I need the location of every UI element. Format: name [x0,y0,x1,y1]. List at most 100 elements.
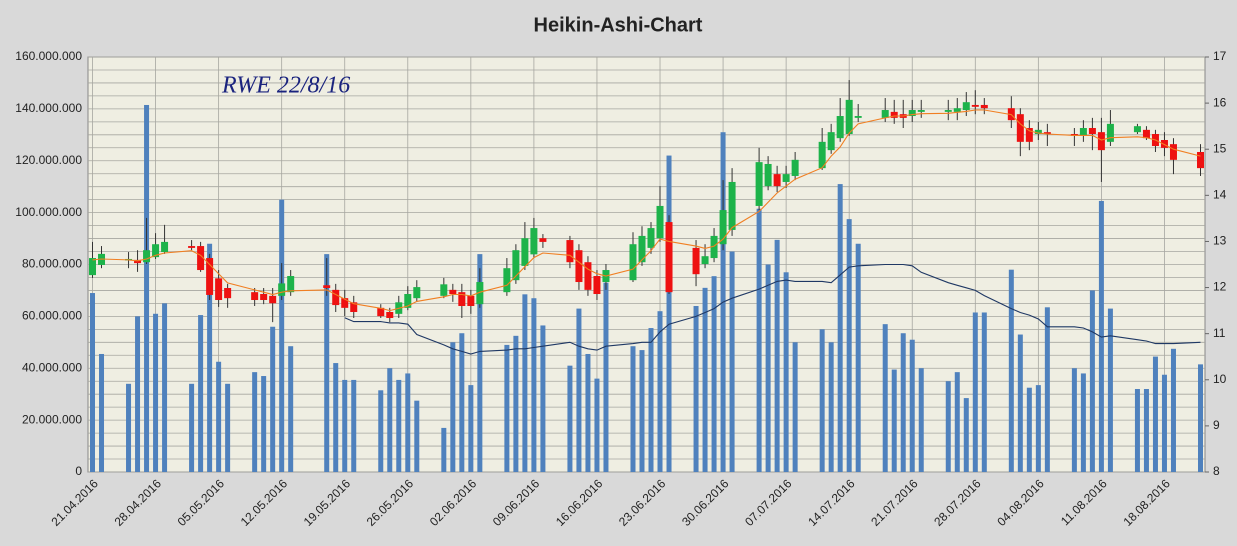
candle-body [143,250,151,263]
volume-bar [630,346,636,472]
y-tick-label: 0 [75,464,82,478]
volume-bar [954,372,960,472]
volume-bar [207,243,213,472]
volume-bar [774,239,780,472]
candle-body [647,228,655,248]
candle-body [332,289,340,306]
y2-tick-label: 10 [1213,372,1227,386]
candle-body [791,159,799,176]
candle-body [1043,132,1051,135]
y2-tick-label: 16 [1213,95,1227,109]
candle-body [89,258,97,276]
candle-body [818,141,826,169]
volume-bar [1143,389,1149,472]
candle-body [836,116,844,139]
volume-bar [918,368,924,472]
volume-bar [846,219,852,472]
volume-bar [1017,334,1023,472]
candle-body [962,102,970,111]
candle-body [1079,128,1087,136]
candle-body [1169,144,1177,160]
volume-bar [1107,308,1113,472]
candle-body [188,246,196,248]
candle-body [206,258,214,295]
volume-bar [1071,368,1077,472]
volume-bar [279,199,285,472]
y2-tick-label: 14 [1213,188,1227,202]
candle-body [377,307,385,317]
candle-body [386,311,394,318]
volume-bar [126,383,132,472]
volume-bar [342,379,348,472]
volume-bar [819,329,825,472]
volume-bar [981,312,987,472]
candle-body [944,110,952,112]
candle-body [350,302,358,312]
candle-body [827,132,835,151]
volume-bar [513,335,519,472]
volume-bar [90,293,96,472]
y2-tick-label: 12 [1213,280,1227,294]
candle-body [773,174,781,187]
candle-body [323,285,331,289]
volume-bar [324,254,330,472]
candle-body [1025,128,1033,142]
candle-body [449,289,457,295]
volume-bar [1089,290,1095,472]
volume-bar [909,339,915,472]
candle-body [251,292,259,301]
candle-body [530,228,538,255]
volume-bar [756,208,762,472]
y-tick-label: 20.000.000 [22,412,82,426]
candle-body [1088,128,1096,135]
volume-bar [963,398,969,472]
volume-bar [639,350,645,472]
candle-body [953,108,961,112]
volume-bar [252,372,258,472]
volume-bar [459,333,465,472]
volume-bar [945,381,951,472]
candle-body [1034,129,1042,135]
annotation: RWE 22/8/16 [221,73,350,99]
candle-body [575,250,583,283]
volume-bar [153,313,159,472]
y2-tick-label: 17 [1213,49,1227,63]
y-tick-label: 40.000.000 [22,360,82,374]
candle-body [719,210,727,245]
volume-bar [405,373,411,472]
y-tick-label: 140.000.000 [15,101,82,115]
y-tick-label: 120.000.000 [15,153,82,167]
candle-body [656,205,664,239]
candle-body [854,116,862,118]
volume-bar [702,287,708,472]
volume-bar [378,390,384,472]
volume-bar [531,298,537,472]
volume-bar [900,333,906,472]
volume-bar [189,383,195,472]
volume-bar [504,344,510,472]
candle-body [476,282,484,305]
candle-body [1133,126,1141,133]
candle-body [440,284,448,296]
volume-bar [891,369,897,472]
candle-body [161,241,169,253]
volume-bar [387,368,393,472]
candle-body [584,262,592,290]
candle-body [971,104,979,107]
candle-body [629,244,637,281]
candle-body [782,174,790,182]
volume-bar [333,363,339,472]
candle-body [260,294,268,301]
volume-bar [288,346,294,472]
volume-bar [567,365,573,472]
candle-body [665,222,673,293]
volume-bar [162,303,168,472]
volume-bar [657,311,663,472]
candle-body [1016,114,1024,142]
candle-body [134,259,142,264]
candle-body [917,110,925,112]
y2-tick-label: 13 [1213,234,1227,248]
candle-body [404,294,412,308]
volume-bar [972,312,978,472]
volume-bar [198,315,204,472]
